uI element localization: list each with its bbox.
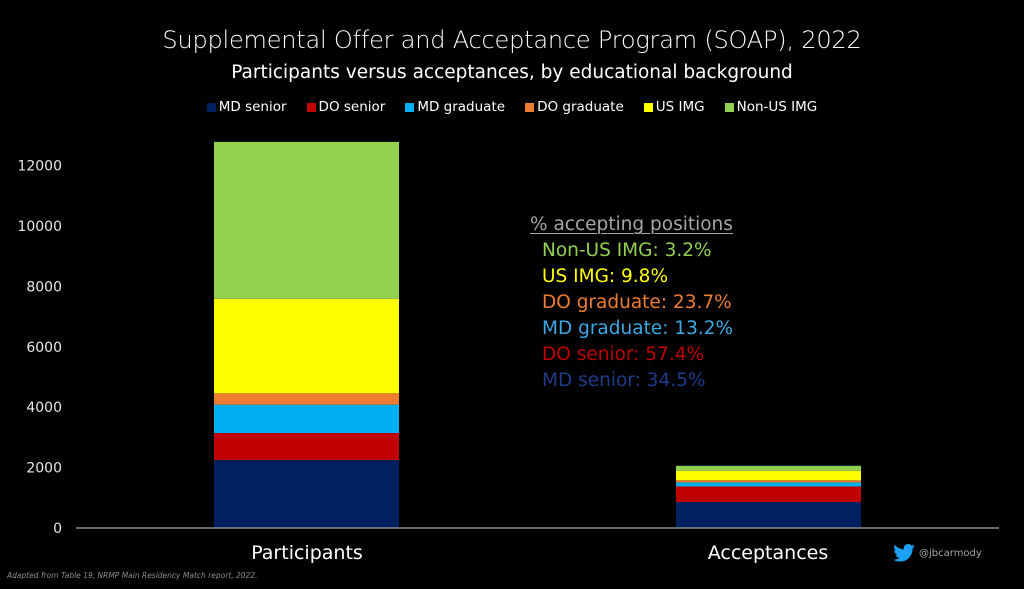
bar-segment-md-senior-acceptances bbox=[676, 502, 861, 528]
legend-swatch bbox=[405, 102, 415, 112]
annotation-line: DO senior: 57.4% bbox=[542, 344, 705, 365]
source-note: Adapted from Table 19, NRMP Main Residen… bbox=[7, 571, 258, 580]
legend-item: Non-US IMG bbox=[724, 99, 818, 115]
twitter-bird-icon bbox=[893, 544, 915, 562]
legend-item: DO graduate bbox=[525, 99, 624, 115]
bar-segment-md-senior-participants bbox=[214, 460, 399, 528]
bar-segment-us-img-participants bbox=[214, 298, 399, 394]
y-tick-label: 10000 bbox=[17, 219, 62, 235]
bar-segment-md-graduate-participants bbox=[214, 404, 399, 434]
x-tick-label-acceptances: Acceptances bbox=[707, 542, 829, 564]
y-tick-label: 2000 bbox=[26, 461, 62, 477]
y-tick-label: 12000 bbox=[17, 159, 62, 175]
legend-label: DO senior bbox=[318, 99, 386, 115]
legend-item: MD senior bbox=[206, 99, 287, 115]
twitter-handle-text: @jbcarmody bbox=[919, 547, 982, 559]
legend-swatch bbox=[525, 102, 535, 112]
bar-segment-do-graduate-acceptances bbox=[676, 480, 861, 483]
annotation-box: % accepting positions Non-US IMG: 3.2% U… bbox=[530, 212, 733, 394]
bar-segment-do-senior-participants bbox=[214, 433, 399, 461]
legend-label: MD graduate bbox=[417, 99, 506, 115]
x-tick-label-participants: Participants bbox=[251, 542, 363, 564]
bar-segment-do-senior-acceptances bbox=[676, 486, 861, 503]
legend-swatch bbox=[643, 102, 653, 112]
legend-swatch bbox=[306, 102, 316, 112]
legend: MD senior DO senior MD graduate DO gradu… bbox=[0, 99, 1024, 115]
annotation-line: DO graduate: 23.7% bbox=[542, 292, 732, 313]
twitter-handle[interactable]: @jbcarmody bbox=[893, 544, 982, 562]
legend-label: MD senior bbox=[218, 99, 287, 115]
chart-subtitle: Participants versus acceptances, by educ… bbox=[231, 62, 793, 83]
bar-segment-md-graduate-acceptances bbox=[676, 482, 861, 487]
annotation-line: US IMG: 9.8% bbox=[542, 266, 669, 287]
annotation-line: MD graduate: 13.2% bbox=[542, 318, 734, 339]
y-tick-label: 6000 bbox=[26, 340, 62, 356]
annotation-line: MD senior: 34.5% bbox=[542, 370, 706, 391]
bar-segment-non-us-img-participants bbox=[214, 141, 399, 299]
y-tick-label: 4000 bbox=[26, 400, 62, 416]
legend-label: US IMG bbox=[655, 99, 705, 115]
legend-swatch bbox=[206, 102, 216, 112]
legend-label: DO graduate bbox=[537, 99, 624, 115]
bar-segment-us-img-acceptances bbox=[676, 470, 861, 481]
bar-segment-non-us-img-acceptances bbox=[676, 465, 861, 471]
legend-swatch bbox=[724, 102, 734, 112]
annotation-title: % accepting positions bbox=[530, 214, 733, 235]
bar-segment-do-graduate-participants bbox=[214, 393, 399, 405]
y-tick-label: 8000 bbox=[26, 279, 62, 295]
chart-title: Supplemental Offer and Acceptance Progra… bbox=[162, 26, 862, 54]
legend-item: US IMG bbox=[643, 99, 705, 115]
y-tick-label: 0 bbox=[53, 521, 62, 537]
legend-label: Non-US IMG bbox=[736, 99, 818, 115]
annotation-line: Non-US IMG: 3.2% bbox=[542, 240, 712, 261]
legend-item: MD graduate bbox=[405, 99, 505, 115]
legend-item: DO senior bbox=[306, 99, 386, 115]
